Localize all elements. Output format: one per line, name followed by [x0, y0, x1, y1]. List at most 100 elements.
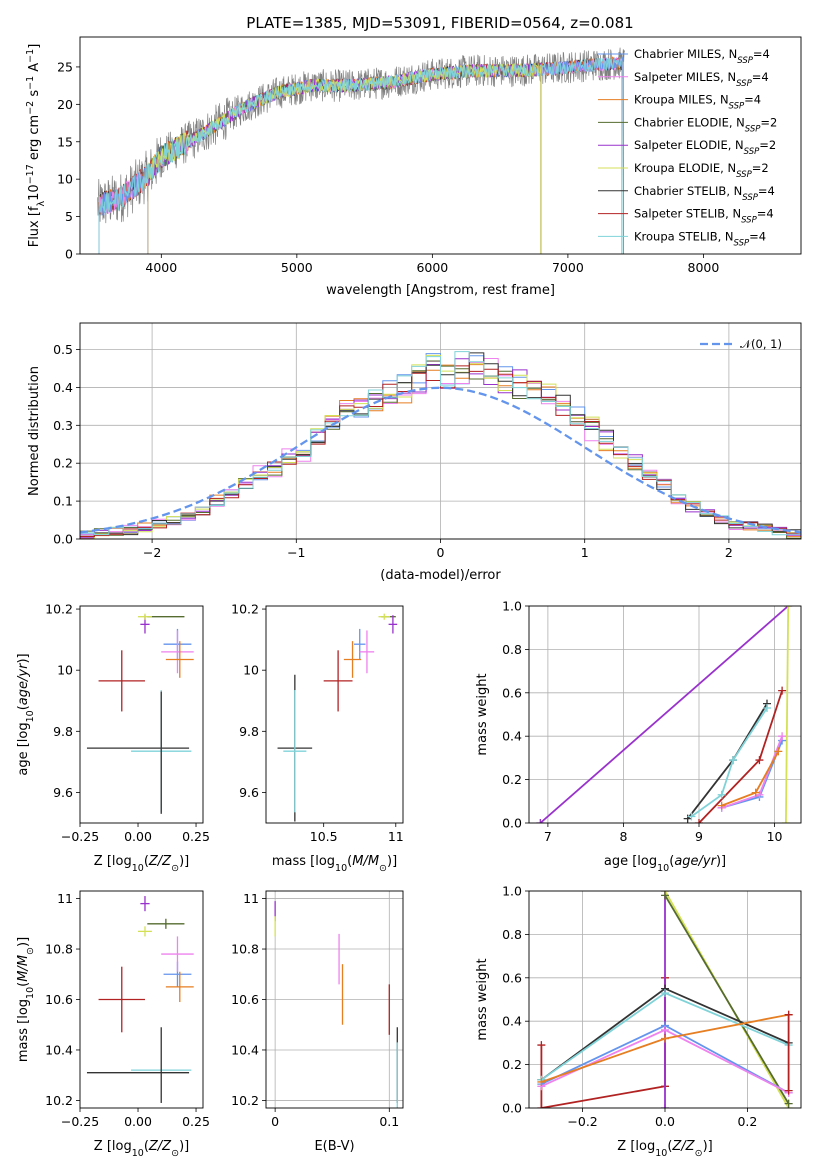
- y-axis-label: mass weight: [475, 673, 490, 755]
- label-part: erg cm: [27, 115, 42, 164]
- x-tick-label-3: 1: [581, 545, 589, 560]
- label-part: ⊙: [171, 863, 179, 874]
- label-part: 10: [25, 987, 36, 999]
- legend-entry-5: Kroupa ELODIE, NSSP=2: [634, 161, 769, 180]
- series-marker: [695, 819, 703, 823]
- axes-frame: [79, 605, 204, 824]
- series-marker: [661, 988, 669, 997]
- y-tick-label-5: 1.0: [502, 884, 522, 899]
- y-tick-label-3: 0.3: [53, 418, 73, 433]
- y-tick-label-0: 0.0: [502, 1101, 522, 1116]
- label-part: Z [log: [94, 1139, 132, 1154]
- x-axis-label: Z [log10(Z/Z⊙)]: [94, 854, 189, 874]
- data-spectrum-line: [97, 47, 625, 224]
- y-tick-label-3: 10.8: [45, 942, 73, 957]
- y-tick-label-5: 0.5: [53, 342, 73, 357]
- series-salpeter_stelib: [537, 973, 669, 1108]
- label-part: 10: [25, 710, 36, 722]
- plot-area: [277, 613, 398, 822]
- label-part: mass [log: [16, 999, 31, 1062]
- x-tick-label-3: 7000: [552, 260, 584, 275]
- legend-sub: SSP: [729, 102, 745, 112]
- y-tick-label-1: 9.8: [239, 724, 259, 739]
- x-tick-label-1: 0.00: [124, 1114, 152, 1129]
- errorbar-point-kroupa_elodie: [378, 613, 391, 620]
- series-marker: [729, 756, 737, 765]
- y-tick-label-4: 0.8: [502, 642, 522, 657]
- axes-spectrum: 4000 5000 6000 7000 8000 0 5 10 15 20 25 wavelength…: [25, 36, 802, 298]
- x-tick-label-1: 0.0: [655, 1114, 675, 1129]
- x-axis-label: (data-model)/error: [380, 568, 501, 583]
- series-salpeter_elodie: [661, 891, 669, 1108]
- legend-sub: SSP: [744, 147, 760, 157]
- x-tick-label-1: 8: [619, 829, 627, 844]
- plot-area: [86, 613, 194, 814]
- x-axis-label: Z [log10(Z/Z⊙)]: [94, 1139, 189, 1159]
- label-part: Flux [f: [27, 206, 42, 247]
- series-marker: [661, 1034, 669, 1043]
- series-marker: [763, 703, 771, 712]
- label-part: 10: [27, 184, 42, 201]
- y-tick-label-2: 10: [243, 663, 259, 678]
- series-line: [540, 977, 666, 1108]
- axes-weight_vs_age: 7 8 9 10 0.0 0.2 0.4 0.6 0.8 1.0 mass weight age [l…: [475, 599, 802, 874]
- label-part: (: [347, 854, 352, 869]
- series-marker: [537, 1104, 546, 1108]
- errorbar-point-kroupa_miles: [165, 971, 194, 1003]
- legend-sub: SSP: [737, 56, 753, 66]
- legend-entry-0: Chabrier MILES, NSSP=4: [634, 47, 770, 66]
- series-marker: [687, 812, 696, 821]
- errorbar-point-salpeter_miles: [161, 936, 194, 972]
- axes-frame: [528, 605, 802, 824]
- y-tick-label-1: 0.2: [502, 772, 522, 787]
- y-tick-label-5: 1.0: [502, 599, 522, 614]
- y-tick-label-3: 10.2: [231, 602, 259, 617]
- label-part: )]: [703, 1139, 713, 1154]
- y-tick-label-4: 0.4: [53, 380, 73, 395]
- errorbar-point-salpeter_stelib: [98, 650, 145, 712]
- y-tick-label-2: 10.6: [231, 992, 259, 1007]
- series-marker: [751, 788, 760, 797]
- label-part: (: [669, 854, 674, 869]
- axes-residual_hist: −2 −1 0 1 2 0.0 0.1 0.2 0.3 0.4 0.5 𝒩(0, 1) (data-mo…: [27, 322, 802, 583]
- x-tick-label-1: 5000: [281, 260, 313, 275]
- legend-entry-4: Salpeter ELODIE, NSSP=2: [634, 138, 776, 157]
- errorbar-point-salpeter_stelib: [98, 966, 145, 1033]
- y-tick-label-1: 10.4: [45, 1042, 73, 1057]
- axes-frame: [528, 890, 802, 1109]
- y-tick-label-1: 0.2: [502, 1057, 522, 1072]
- y-axis-label: mass weight: [475, 958, 490, 1040]
- legend-tail: =2: [752, 161, 769, 175]
- legend-name: Salpeter STELIB, N: [634, 207, 741, 221]
- legend-tail: =4: [752, 70, 769, 84]
- figure-title: PLATE=1385, MJD=53091, FIBERID=0564, z=0…: [246, 14, 633, 32]
- y-tick-label-0: 9.6: [53, 785, 73, 800]
- label-part: 10: [657, 863, 669, 874]
- label-part: Z [log: [94, 854, 132, 869]
- x-tick-label-0: 10.5: [310, 829, 338, 844]
- label-part: Z/Z: [148, 1139, 172, 1154]
- label-part: )]: [16, 653, 31, 663]
- legend-sub: SSP: [742, 193, 758, 203]
- y-tick-label-0: 0.0: [53, 532, 73, 547]
- legend-name: Chabrier ELODIE, N: [634, 115, 745, 129]
- y-tick-label-2: 0.4: [502, 1014, 522, 1029]
- legend-tail: =4: [753, 47, 770, 61]
- x-tick-label-2: 0.2: [737, 1114, 757, 1129]
- series-line: [721, 735, 783, 809]
- label-part: M/M: [352, 854, 379, 869]
- legend-sub: SSP: [736, 79, 752, 89]
- legend-tail: =4: [758, 184, 775, 198]
- plot-area: [86, 896, 194, 1103]
- plot-area: [274, 901, 398, 1108]
- errorbar-point-salpeter_elodie: [388, 615, 398, 634]
- x-axis-label: wavelength [Angstrom, rest frame]: [326, 283, 555, 298]
- label-part: ⊙: [379, 863, 387, 874]
- series-line: [664, 894, 790, 1105]
- x-tick-label-0: −0.25: [61, 1114, 99, 1129]
- x-tick-label-2: 6000: [416, 260, 448, 275]
- legend-tail: =2: [760, 115, 777, 129]
- label-part: mass [log: [272, 854, 335, 869]
